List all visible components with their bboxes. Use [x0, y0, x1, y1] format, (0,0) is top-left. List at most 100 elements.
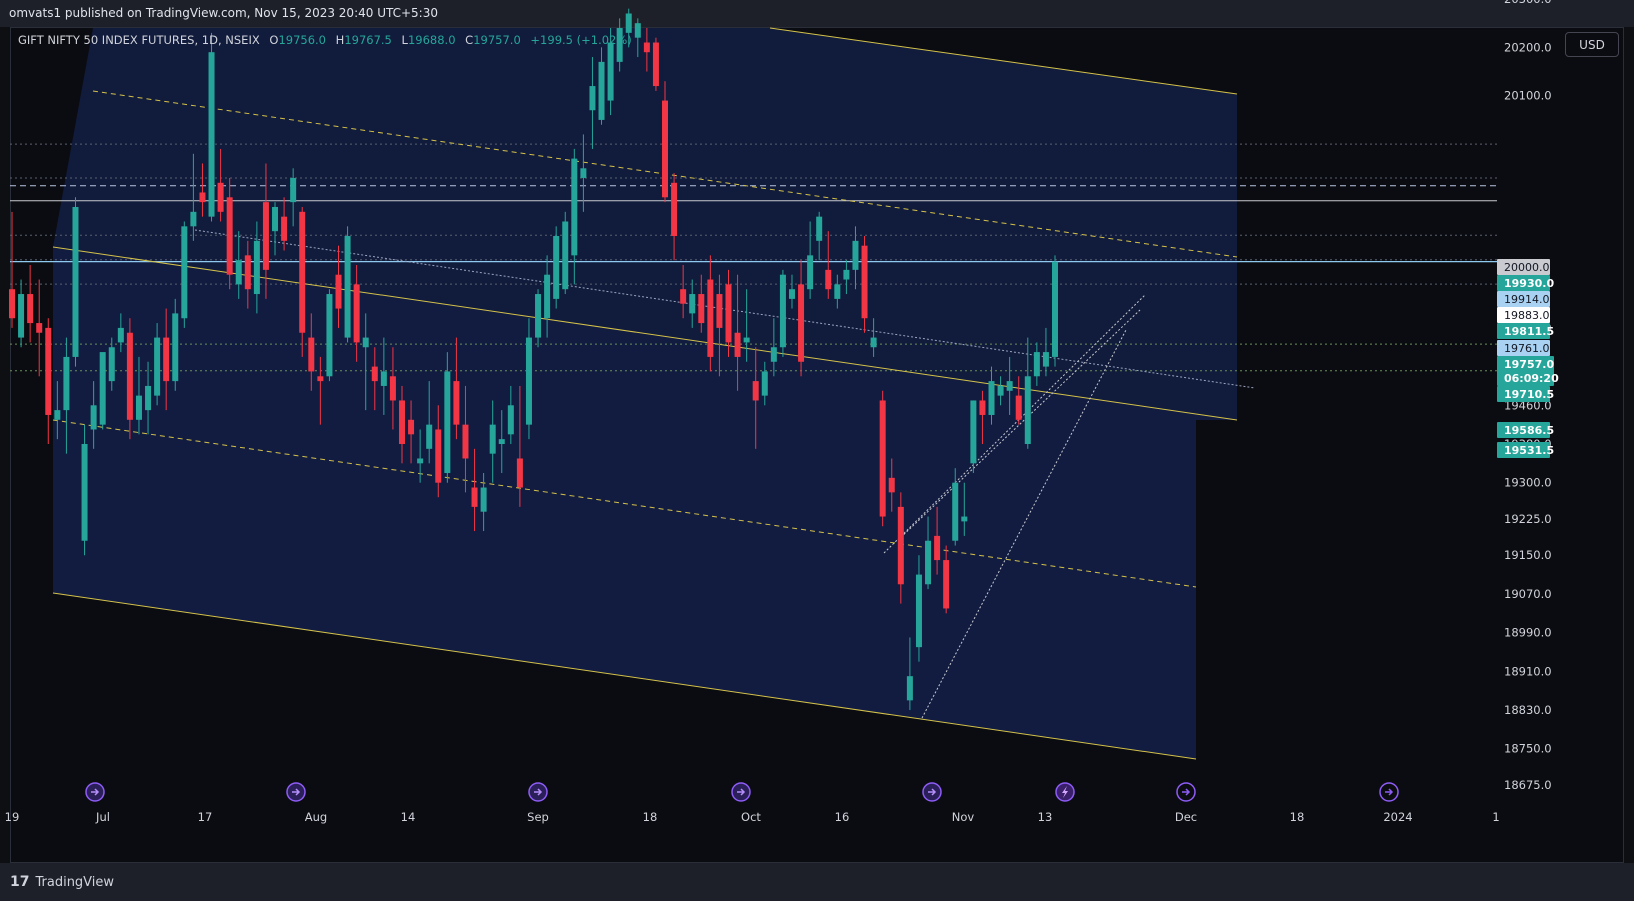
- candle: [589, 57, 596, 149]
- candle-body: [99, 352, 106, 425]
- y-axis-tick-label: 19150.0: [1504, 548, 1552, 562]
- candle-body: [634, 23, 641, 38]
- candle-body: [208, 52, 215, 217]
- candle-body: [698, 294, 705, 324]
- candle: [480, 473, 487, 532]
- candle: [544, 255, 551, 338]
- candle-body: [181, 226, 188, 319]
- candle: [163, 308, 170, 411]
- tradingview-logo-text: TradingView: [35, 874, 115, 890]
- candle-body: [752, 381, 759, 401]
- candle: [906, 637, 913, 711]
- candle-body: [562, 221, 569, 290]
- candle-body: [380, 371, 387, 386]
- candle-body: [652, 42, 659, 87]
- candle-body: [172, 313, 179, 382]
- lower-channel-fill: [53, 247, 1237, 759]
- candle: [99, 352, 106, 430]
- candle-body: [870, 337, 877, 348]
- candle: [716, 274, 723, 377]
- candle-body: [580, 168, 587, 178]
- candle-body: [235, 260, 242, 285]
- candle: [126, 318, 133, 440]
- candle-body: [408, 419, 415, 435]
- candle: [1052, 255, 1058, 367]
- candle: [36, 279, 43, 377]
- price-label-box: [1497, 323, 1550, 339]
- candle: [18, 279, 25, 348]
- candle: [897, 492, 904, 604]
- candle-body: [943, 560, 950, 609]
- price-label-box: [1497, 275, 1550, 291]
- candle: [435, 405, 442, 498]
- x-axis-tick-label: 2024: [1383, 810, 1412, 824]
- y-axis-tick-label: 18830.0: [1504, 703, 1552, 717]
- candle-body: [852, 240, 859, 270]
- candle: [834, 274, 841, 309]
- candle-body: [961, 516, 968, 522]
- candle-body: [398, 400, 405, 444]
- event-marker-icon: [528, 782, 548, 802]
- publisher-bar: omvats1 published on TradingView.com, No…: [0, 0, 1634, 27]
- price-label-box: [1497, 356, 1554, 372]
- y-axis-tick-label: 18675.0: [1504, 778, 1552, 792]
- candle-body: [616, 28, 623, 62]
- candle-body: [362, 337, 369, 348]
- candle-body: [788, 289, 795, 299]
- price-label-box: [1497, 340, 1550, 356]
- candle: [217, 148, 224, 222]
- candle: [54, 381, 61, 440]
- candle-body: [326, 294, 333, 377]
- price-label-text: 19914.0: [1504, 293, 1550, 306]
- candle: [725, 269, 732, 357]
- event-marker-circle: [1176, 782, 1196, 802]
- footer-bar: [0, 863, 1634, 901]
- tradingview-logo[interactable]: 17 TradingView: [10, 874, 114, 890]
- candle-body: [861, 245, 868, 319]
- candle: [489, 400, 496, 483]
- candle: [698, 274, 705, 333]
- candle-body: [643, 42, 650, 53]
- candle-body: [335, 274, 342, 309]
- price-chart[interactable]: 20500.020400.020300.020200.020100.019620…: [0, 0, 1634, 863]
- symbol-name[interactable]: GIFT NIFTY 50 INDEX FUTURES, 1D, NSEIX: [18, 33, 260, 47]
- rising-support-line: [921, 329, 1127, 719]
- candle: [961, 482, 968, 536]
- lower-dashed-midline: [52, 419, 1197, 588]
- candle: [707, 255, 714, 372]
- candle: [571, 148, 578, 285]
- x-axis-tick-label: 17: [198, 810, 213, 824]
- candle: [662, 81, 669, 203]
- candle-body: [9, 289, 15, 319]
- candle-body: [680, 289, 687, 304]
- candle-body: [915, 574, 922, 648]
- price-label-text: 19883.0: [1504, 309, 1550, 322]
- candle-body: [299, 211, 306, 333]
- candle: [643, 28, 650, 72]
- candle: [625, 8, 632, 48]
- candle-body: [571, 158, 578, 256]
- candle: [525, 318, 532, 440]
- candle-body: [662, 100, 669, 198]
- candle: [553, 226, 560, 309]
- candle-body: [317, 376, 324, 382]
- candle: [997, 376, 1004, 406]
- candle-body: [553, 236, 560, 299]
- x-axis-tick-label: 1: [1492, 810, 1499, 824]
- candle-body: [988, 381, 995, 415]
- event-marker-arrow: [292, 788, 301, 796]
- candle: [825, 231, 832, 299]
- candle: [9, 211, 15, 328]
- candle: [580, 134, 587, 212]
- candle: [752, 347, 759, 449]
- candle: [145, 361, 152, 435]
- x-axis-tick-label: 19: [5, 810, 20, 824]
- event-marker-arrow: [91, 788, 100, 796]
- currency-button[interactable]: USD: [1565, 32, 1619, 57]
- candle-body: [117, 327, 124, 343]
- candle-body: [54, 410, 61, 420]
- candle-body: [807, 255, 814, 290]
- candle: [63, 337, 70, 454]
- candle: [281, 197, 288, 251]
- candle-body: [925, 540, 932, 585]
